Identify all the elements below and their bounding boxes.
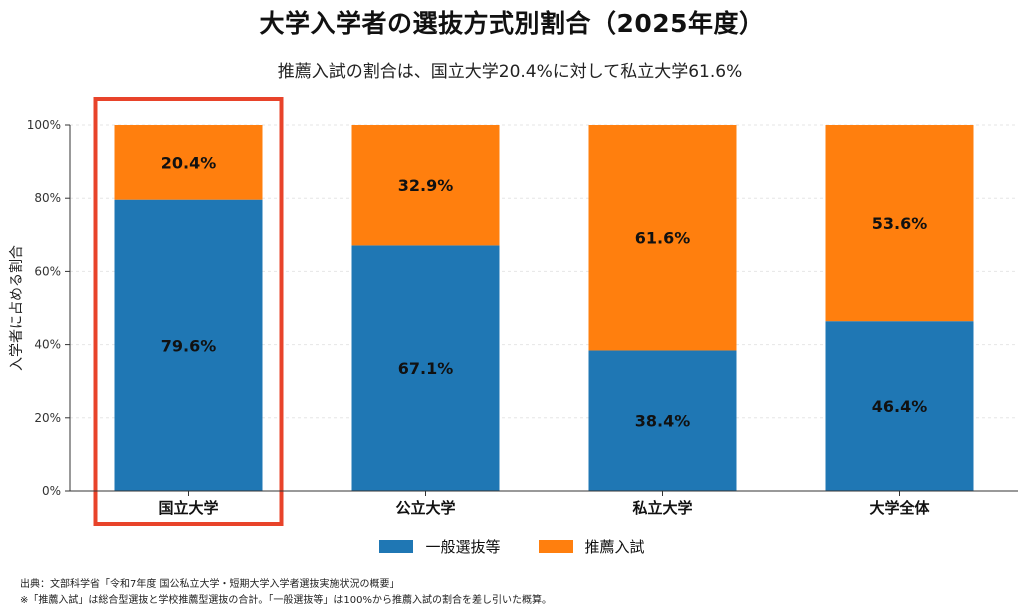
bar-general: [351, 245, 500, 491]
y-axis-label: 入学者に占める割合: [8, 245, 25, 371]
bar-data-label: 79.6%: [161, 336, 217, 355]
y-tick-label: 60%: [34, 264, 61, 278]
x-tick-label: 公立大学: [395, 499, 455, 517]
legend-item-recommendation: 推薦入試: [538, 536, 645, 557]
bar-data-label: 20.4%: [161, 153, 217, 172]
bar-general: [825, 321, 974, 491]
legend-label-general: 一般選抜等: [425, 538, 501, 556]
x-tick-label: 大学全体: [869, 499, 930, 517]
bar-recommendation: [825, 125, 974, 322]
bar-data-label: 32.9%: [398, 176, 454, 195]
chart-title: 大学入学者の選抜方式別割合（2025年度）: [259, 9, 765, 38]
y-tick-label: 40%: [34, 338, 61, 352]
legend: 一般選抜等 推薦入試: [0, 536, 1024, 557]
x-tick-label: 私立大学: [631, 499, 692, 517]
chart-subtitle: 推薦入試の割合は、国立大学20.4%に対して私立大学61.6%: [277, 62, 743, 82]
method-note: ※「推薦入試」は総合型選抜と学校推薦型選抜の合計。「一般選抜等」は100%から推…: [20, 595, 552, 606]
y-tick-label: 20%: [34, 411, 61, 425]
bar-data-label: 46.4%: [872, 397, 928, 416]
bar-data-label: 38.4%: [635, 412, 691, 431]
bar-general: [588, 350, 737, 491]
bar-data-label: 61.6%: [635, 229, 691, 248]
bar-recommendation: [114, 125, 263, 200]
legend-item-general: 一般選抜等: [379, 536, 501, 557]
y-tick-label: 80%: [34, 191, 61, 205]
bar-data-label: 53.6%: [872, 214, 928, 233]
bar-general: [114, 199, 263, 491]
bar-recommendation: [351, 125, 500, 246]
x-tick-label: 国立大学: [158, 499, 218, 517]
y-tick-label: 0%: [42, 484, 61, 498]
bar-data-label: 67.1%: [398, 359, 454, 378]
y-tick-label: 100%: [27, 118, 61, 132]
bar-recommendation: [588, 125, 737, 351]
source-note: 出典：文部科学省「令和7年度 国公私立大学・短期大学入学者選抜実施状況の概要」: [20, 579, 400, 590]
legend-swatch-recommendation: [538, 540, 573, 553]
legend-label-recommendation: 推薦入試: [584, 538, 645, 556]
highlight-box: [93, 97, 284, 526]
legend-swatch-general: [379, 540, 414, 553]
